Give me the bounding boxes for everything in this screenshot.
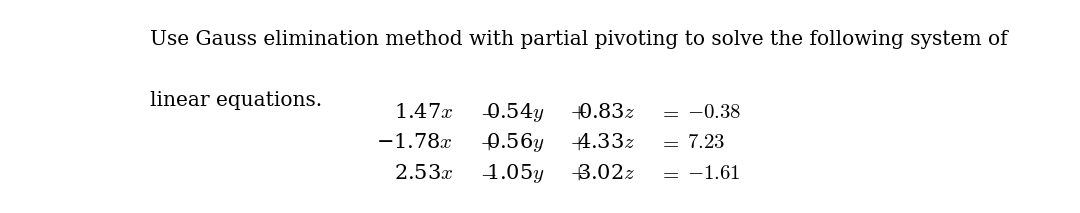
Text: $+$: $+$ — [480, 133, 497, 152]
Text: $\mathregular{4.33}z$: $\mathregular{4.33}z$ — [578, 133, 635, 152]
Text: $\mathregular{0.54}y$: $\mathregular{0.54}y$ — [486, 101, 545, 124]
Text: $-$: $-$ — [480, 164, 497, 183]
Text: linear equations.: linear equations. — [150, 91, 322, 110]
Text: $+$: $+$ — [570, 164, 588, 183]
Text: $\mathregular{1.05}y$: $\mathregular{1.05}y$ — [486, 162, 545, 185]
Text: $\mathregular{-1.78}x$: $\mathregular{-1.78}x$ — [376, 133, 454, 152]
Text: $\mathregular{1.47}x$: $\mathregular{1.47}x$ — [393, 103, 454, 122]
Text: $7.23$: $7.23$ — [688, 133, 726, 152]
Text: $=$: $=$ — [659, 133, 679, 152]
Text: $-1.61$: $-1.61$ — [688, 164, 741, 183]
Text: $\mathregular{2.53}x$: $\mathregular{2.53}x$ — [393, 164, 454, 183]
Text: Use Gauss elimination method with partial pivoting to solve the following system: Use Gauss elimination method with partia… — [150, 30, 1008, 49]
Text: $\mathregular{0.83}z$: $\mathregular{0.83}z$ — [578, 103, 635, 122]
Text: $+$: $+$ — [570, 103, 588, 122]
Text: $=$: $=$ — [659, 103, 679, 122]
Text: $-0.38$: $-0.38$ — [688, 103, 742, 122]
Text: $-$: $-$ — [480, 103, 497, 122]
Text: $\mathregular{3.02}z$: $\mathregular{3.02}z$ — [578, 164, 635, 183]
Text: $=$: $=$ — [659, 164, 679, 183]
Text: $+$: $+$ — [570, 133, 588, 152]
Text: $\mathregular{0.56}y$: $\mathregular{0.56}y$ — [486, 131, 545, 154]
